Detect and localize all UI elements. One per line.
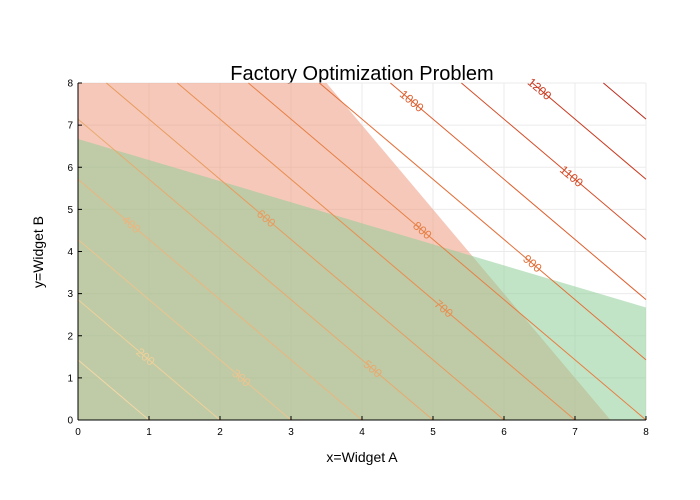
contour-line-700 [177, 82, 576, 421]
contour-line-1300 [603, 82, 647, 120]
contour-line-400 [77, 178, 363, 421]
contour-line-200 [77, 299, 221, 421]
contour-line-800 [248, 82, 647, 421]
x-tick-label: 2 [217, 427, 223, 438]
contour-line-1200 [532, 82, 647, 180]
contour-line-1000 [390, 82, 647, 301]
y-tick-label: 2 [67, 331, 73, 342]
x-tick-label: 0 [75, 427, 81, 438]
contour-line-900 [319, 82, 647, 361]
constraint-region-2 [78, 139, 646, 420]
y-tick-label: 6 [67, 163, 73, 174]
x-tick-label: 5 [430, 427, 436, 438]
y-tick-label: 8 [67, 79, 73, 90]
x-tick-label: 6 [501, 427, 507, 438]
x-tick-label: 7 [572, 427, 578, 438]
contour-line-1100 [461, 82, 647, 240]
contour-label-1000: 1000 [397, 87, 427, 115]
x-tick-label: 8 [643, 427, 649, 438]
y-tick-label: 0 [67, 416, 73, 427]
contour-line-600 [106, 82, 505, 421]
y-tick-label: 3 [67, 289, 73, 300]
y-axis-label: y=Widget B [30, 216, 46, 288]
y-tick-label: 7 [67, 121, 73, 132]
x-tick-label: 3 [288, 427, 294, 438]
contour-line-100 [77, 359, 150, 421]
contour-line-300 [77, 239, 292, 421]
y-tick-label: 1 [67, 373, 73, 384]
y-tick-label: 5 [67, 205, 73, 216]
feasible-regions [78, 83, 646, 420]
chart-title: Factory Optimization Problem [230, 63, 493, 85]
contour-label-1100: 1100 [557, 163, 586, 191]
contour-label-1200: 1200 [525, 75, 555, 103]
x-tick-label: 1 [146, 427, 152, 438]
y-tick-label: 4 [67, 247, 73, 258]
x-tick-label: 4 [359, 427, 365, 438]
x-axis-label: x=Widget A [326, 449, 398, 465]
tick-labels: 0 1 2 3 4 5 6 7 8 0 1 2 3 4 5 6 7 8 [67, 79, 649, 439]
contour-line-500 [77, 118, 434, 421]
